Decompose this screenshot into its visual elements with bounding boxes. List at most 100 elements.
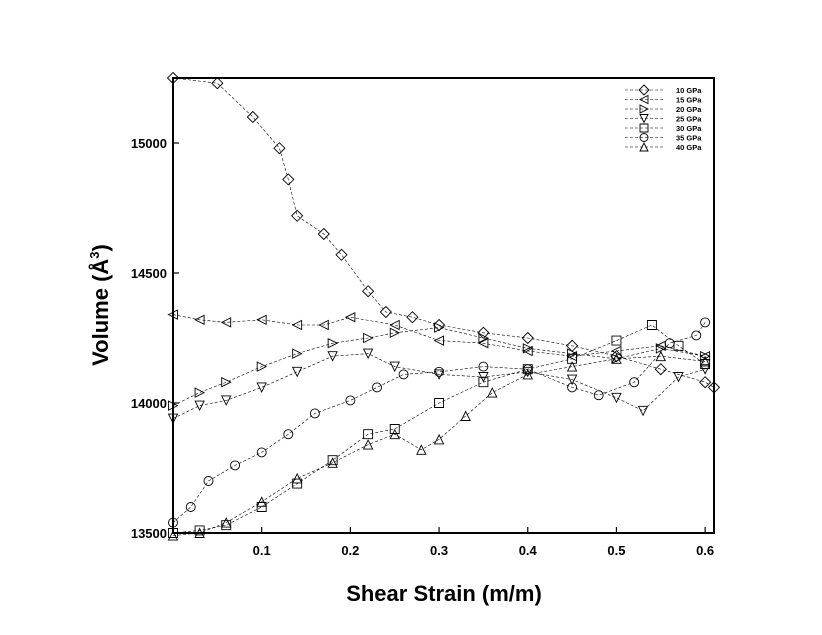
data-point bbox=[194, 525, 205, 536]
data-point bbox=[362, 348, 374, 360]
data-point bbox=[478, 372, 489, 383]
series-line bbox=[172, 353, 706, 419]
y-tick-label: 15000 bbox=[131, 136, 167, 151]
data-point bbox=[256, 361, 268, 372]
data-point bbox=[389, 361, 400, 373]
x-tick-label: 0.3 bbox=[430, 543, 448, 558]
data-point bbox=[291, 472, 303, 484]
data-point bbox=[433, 335, 445, 346]
data-point bbox=[522, 368, 533, 380]
data-point bbox=[698, 376, 712, 389]
data-point bbox=[700, 350, 711, 362]
data-point bbox=[168, 517, 178, 528]
y-axis-title-main: Volume (Å bbox=[87, 259, 113, 366]
data-point bbox=[699, 355, 711, 367]
legend-marker bbox=[639, 104, 650, 114]
y-axis-title-sup: 3 bbox=[87, 251, 102, 258]
data-point bbox=[256, 502, 267, 512]
data-point bbox=[185, 502, 196, 512]
data-point bbox=[363, 332, 374, 344]
data-point bbox=[389, 428, 400, 440]
legend-label: 25 GPa bbox=[676, 115, 702, 124]
series-30-gpa bbox=[168, 320, 711, 538]
data-point bbox=[168, 528, 178, 538]
data-point bbox=[522, 343, 534, 354]
series-line bbox=[172, 324, 706, 534]
data-point bbox=[629, 377, 640, 388]
series-line bbox=[172, 355, 706, 536]
data-point bbox=[282, 173, 295, 186]
x-tick-label: 0.1 bbox=[253, 543, 271, 558]
legend-item: 15 GPa bbox=[625, 94, 702, 105]
legend-item: 20 GPa bbox=[625, 104, 702, 114]
data-point bbox=[345, 395, 356, 406]
data-point bbox=[566, 361, 578, 372]
legend-marker bbox=[639, 114, 649, 124]
plot-frame bbox=[172, 77, 715, 534]
data-point bbox=[406, 311, 419, 324]
data-point bbox=[283, 429, 294, 440]
legend-label: 15 GPa bbox=[676, 96, 702, 105]
data-point bbox=[389, 319, 400, 331]
y-axis-title-close: ) bbox=[88, 244, 113, 251]
data-point bbox=[398, 369, 409, 380]
y-axis-title: Volume (Å3) bbox=[87, 244, 113, 366]
data-point bbox=[611, 392, 622, 404]
data-point bbox=[167, 413, 179, 425]
data-point bbox=[522, 366, 533, 378]
data-point bbox=[389, 424, 400, 434]
series-25-gpa bbox=[167, 348, 711, 425]
data-point bbox=[246, 110, 259, 124]
legend-item: 25 GPa bbox=[625, 114, 702, 124]
data-point bbox=[487, 387, 498, 398]
y-tick-label: 13500 bbox=[131, 526, 167, 541]
series-40-gpa bbox=[167, 350, 711, 541]
data-point bbox=[211, 77, 224, 90]
data-point bbox=[567, 382, 578, 393]
data-point bbox=[291, 366, 303, 378]
data-point bbox=[291, 209, 304, 222]
data-point bbox=[221, 376, 232, 388]
data-point bbox=[220, 517, 232, 528]
legend-marker bbox=[638, 94, 649, 105]
x-tick-label: 0.6 bbox=[696, 543, 714, 558]
legend-label: 30 GPa bbox=[676, 124, 702, 133]
data-point bbox=[673, 372, 684, 383]
data-point bbox=[567, 348, 578, 359]
x-axis-title: Shear Strain (m/m) bbox=[346, 581, 542, 606]
series-line bbox=[172, 327, 706, 406]
data-point bbox=[361, 285, 375, 298]
data-point bbox=[700, 317, 711, 328]
legend-marker bbox=[639, 123, 649, 133]
legend-label: 20 GPa bbox=[676, 105, 702, 114]
data-point bbox=[372, 382, 382, 393]
data-point bbox=[344, 311, 356, 323]
legend-item: 35 GPa bbox=[625, 133, 702, 143]
data-point bbox=[611, 353, 622, 365]
legend-marker bbox=[638, 84, 650, 96]
data-point bbox=[363, 429, 374, 440]
data-point bbox=[707, 381, 721, 394]
data-point bbox=[194, 400, 205, 412]
data-point bbox=[256, 382, 267, 393]
data-point bbox=[433, 369, 445, 380]
legend-label: 35 GPa bbox=[676, 134, 702, 143]
data-point bbox=[691, 330, 702, 341]
data-point bbox=[194, 527, 205, 538]
data-point bbox=[167, 530, 179, 541]
data-point bbox=[230, 460, 241, 471]
series-line bbox=[172, 322, 706, 523]
data-point bbox=[273, 142, 286, 155]
data-point bbox=[611, 335, 622, 346]
data-point bbox=[292, 478, 303, 489]
data-point bbox=[433, 433, 445, 445]
data-point bbox=[478, 361, 489, 372]
x-tick-label: 0.2 bbox=[341, 543, 359, 558]
data-point bbox=[194, 314, 205, 326]
data-point bbox=[318, 319, 329, 331]
legend-item: 10 GPa bbox=[625, 84, 702, 96]
data-point bbox=[291, 319, 303, 331]
data-point bbox=[167, 309, 178, 320]
